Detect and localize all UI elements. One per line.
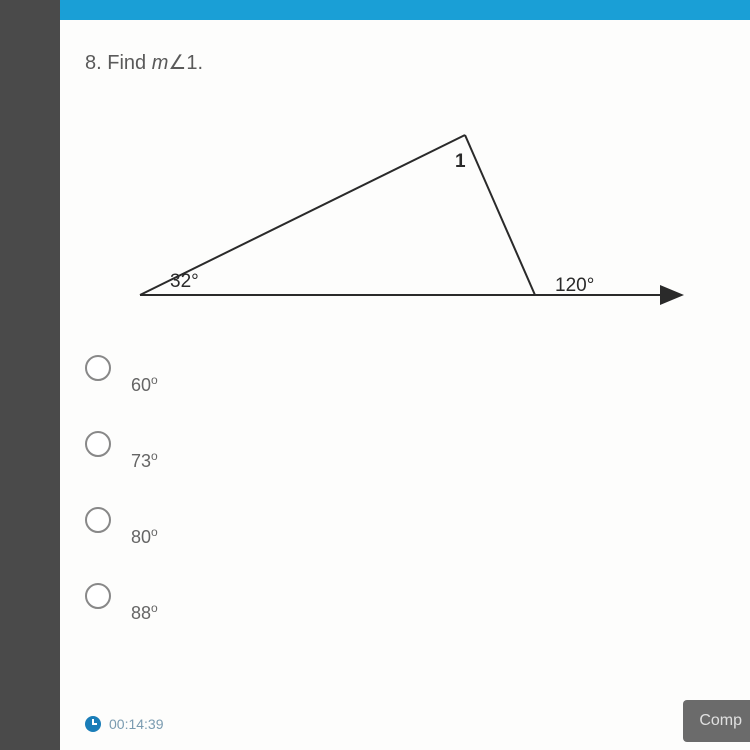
option-label: 88o	[131, 601, 158, 624]
option-row[interactable]: 80o	[85, 507, 725, 548]
option-row[interactable]: 88o	[85, 583, 725, 624]
complete-button[interactable]: Comp	[683, 700, 750, 742]
question-prefix: Find	[107, 52, 151, 74]
angle-exterior-label: 120°	[555, 275, 594, 296]
clock-icon	[85, 716, 101, 732]
diagram-svg: 32° 1 120°	[85, 95, 725, 325]
option-row[interactable]: 60o	[85, 355, 725, 396]
question-prompt: 8. Find m∠1.	[85, 50, 725, 75]
question-angle: ∠1	[168, 52, 197, 74]
option-label: 80o	[131, 525, 158, 548]
radio-icon[interactable]	[85, 431, 111, 457]
option-row[interactable]: 73o	[85, 431, 725, 472]
side-right	[465, 135, 535, 295]
triangle-diagram: 32° 1 120°	[85, 95, 725, 335]
options-list: 60o 73o 80o 88o	[85, 355, 725, 624]
timer-row: 00:14:39	[85, 716, 164, 732]
top-bar	[60, 0, 750, 20]
left-sidebar	[0, 0, 60, 750]
angle-top-label: 1	[455, 151, 466, 172]
radio-icon[interactable]	[85, 583, 111, 609]
radio-icon[interactable]	[85, 355, 111, 381]
content-area: 8. Find m∠1. 32° 1 120° 60o	[60, 20, 750, 750]
option-label: 73o	[131, 449, 158, 472]
radio-icon[interactable]	[85, 507, 111, 533]
question-number: 8.	[85, 52, 102, 74]
question-suffix: .	[197, 52, 203, 74]
angle-left-label: 32°	[170, 271, 199, 292]
question-var: m	[152, 52, 169, 74]
complete-button-label: Comp	[699, 712, 742, 729]
option-label: 60o	[131, 373, 158, 396]
timer-value: 00:14:39	[109, 716, 164, 732]
